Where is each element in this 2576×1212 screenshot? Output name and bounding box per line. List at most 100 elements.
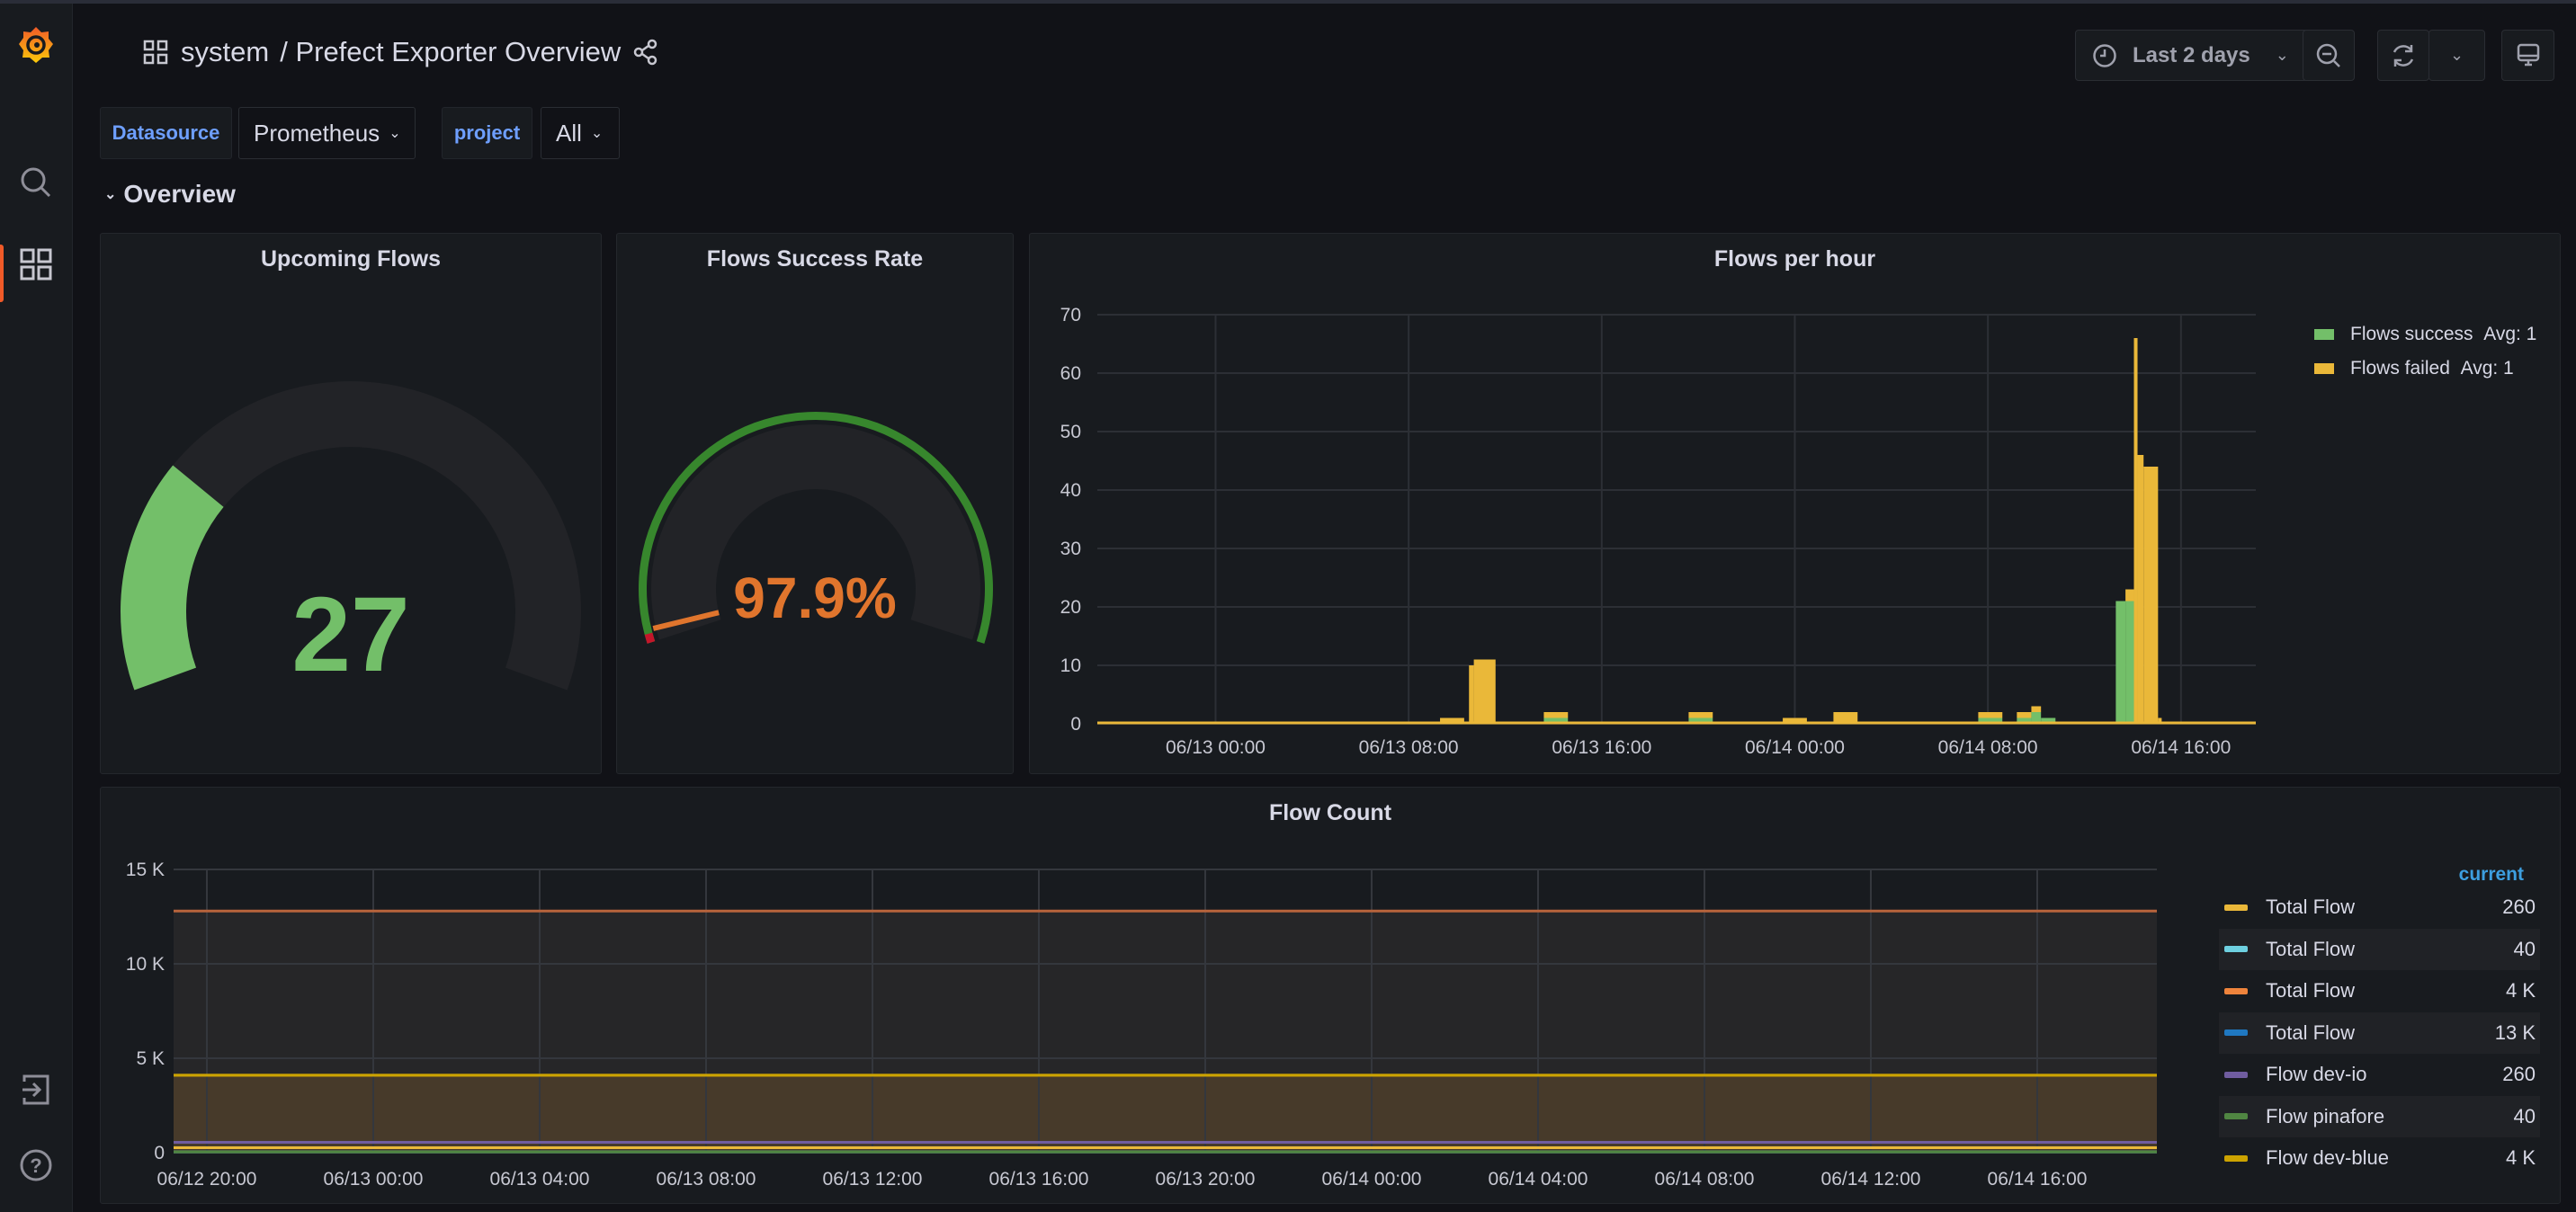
sidebar: ? bbox=[0, 4, 73, 1212]
zoom-out-button[interactable] bbox=[2303, 30, 2355, 81]
bar-failed bbox=[2031, 706, 2042, 712]
dashboard-grid-icon bbox=[143, 40, 168, 65]
panel-title: Upcoming Flows bbox=[261, 246, 441, 272]
legend-swatch bbox=[2314, 329, 2334, 340]
bar-failed bbox=[1469, 665, 1474, 724]
y-tick-label: 10 bbox=[1060, 655, 1081, 676]
legend-label: Flow dev-blue bbox=[2266, 1146, 2389, 1169]
gauge-value: 97.9% bbox=[733, 566, 897, 630]
x-tick-label: 06/14 08:00 bbox=[1655, 1169, 1755, 1190]
legend-current-value: 40 bbox=[2513, 937, 2536, 960]
legend-row[interactable]: Total Flow 13 K bbox=[2219, 1011, 2540, 1054]
refresh-button[interactable] bbox=[2377, 30, 2429, 81]
legend-item[interactable]: Flows failed Avg: 1 bbox=[2314, 352, 2536, 386]
flow-count-chart: 0 5 K 10 K 15 K 06/12 20:00 06/13 00:00 06/13 … bbox=[126, 860, 2157, 1190]
datasource-select[interactable]: Prometheus ⌄ bbox=[238, 107, 416, 159]
legend-current-value: 4 K bbox=[2505, 979, 2536, 1002]
page-title[interactable]: Prefect Exporter Overview bbox=[295, 36, 622, 67]
y-tick-label: 70 bbox=[1060, 305, 1081, 325]
y-tick-label: 0 bbox=[154, 1143, 165, 1163]
bar-failed bbox=[2133, 338, 2138, 724]
x-tick-label: 06/13 00:00 bbox=[324, 1169, 424, 1190]
legend-header-current[interactable]: current bbox=[2458, 864, 2524, 885]
help-icon[interactable]: ? bbox=[18, 1147, 54, 1183]
legend-swatch bbox=[2224, 904, 2248, 911]
bar-success bbox=[2017, 717, 2032, 724]
legend-row[interactable]: Total Flow 40 bbox=[2219, 928, 2540, 970]
bar-success bbox=[2031, 712, 2042, 724]
bar-failed bbox=[2125, 589, 2134, 602]
search-icon[interactable] bbox=[18, 165, 54, 201]
legend-current-value: 13 K bbox=[2494, 1020, 2536, 1044]
chevron-down-icon: ⌄ bbox=[2275, 46, 2289, 64]
panel-flows-per-hour: Flows per hour 0 10 20 30 40 50 60 70 06/13 00:0… bbox=[1029, 233, 2561, 774]
sign-in-icon[interactable] bbox=[18, 1072, 54, 1108]
project-select[interactable]: All ⌄ bbox=[541, 107, 620, 159]
grafana-logo-icon[interactable] bbox=[18, 27, 54, 63]
area-fill-total bbox=[174, 911, 2157, 1075]
x-tick-label: 06/13 16:00 bbox=[989, 1169, 1089, 1190]
y-tick-label: 0 bbox=[1070, 714, 1081, 735]
refresh-icon bbox=[2393, 44, 2414, 67]
chevron-down-icon: ⌄ bbox=[104, 187, 117, 202]
x-tick-label: 06/14 04:00 bbox=[1489, 1169, 1588, 1190]
bar-failed bbox=[1473, 659, 1496, 724]
x-tick-label: 06/13 08:00 bbox=[1359, 737, 1459, 758]
legend-row[interactable]: Total Flow 260 bbox=[2219, 887, 2540, 928]
datasource-value: Prometheus bbox=[254, 119, 380, 147]
y-tick-label: 60 bbox=[1060, 363, 1081, 384]
bar-failed bbox=[2017, 712, 2032, 718]
x-tick-label: 06/13 00:00 bbox=[1166, 737, 1266, 758]
chart-legend-table: current Total Flow 260 Total Flow 40 Total F… bbox=[2219, 864, 2540, 1197]
legend-avg: Avg: 1 bbox=[2460, 358, 2514, 379]
panel-flows-success-rate: Flows Success Rate 97.9% bbox=[616, 233, 1014, 774]
bar-failed bbox=[1688, 712, 1713, 718]
project-value: All bbox=[556, 119, 582, 147]
bar-success bbox=[1688, 717, 1713, 724]
y-tick-label: 20 bbox=[1060, 597, 1081, 618]
legend-avg: Avg: 1 bbox=[2483, 324, 2537, 344]
dashboards-icon[interactable] bbox=[18, 246, 54, 282]
bar-failed bbox=[1543, 712, 1569, 718]
legend-swatch bbox=[2224, 946, 2248, 952]
legend-label: Total Flow bbox=[2266, 979, 2356, 1002]
gauge-value: 27 bbox=[291, 575, 410, 694]
top-strip bbox=[0, 0, 2576, 4]
clock-icon bbox=[2093, 43, 2116, 67]
legend-swatch bbox=[2314, 363, 2334, 374]
datasource-label: Datasource bbox=[100, 107, 232, 159]
tv-mode-button[interactable] bbox=[2501, 30, 2554, 81]
legend-row[interactable]: Total Flow 4 K bbox=[2219, 970, 2540, 1011]
x-tick-label: 06/14 12:00 bbox=[1821, 1169, 1921, 1190]
svg-text:?: ? bbox=[30, 1154, 41, 1177]
bar-failed bbox=[2158, 717, 2162, 724]
gauge-value-marker bbox=[652, 610, 720, 631]
legend-row[interactable]: Flow pinafore 40 bbox=[2219, 1095, 2540, 1137]
bar-success bbox=[2115, 601, 2126, 724]
time-picker[interactable]: Last 2 days ⌄ bbox=[2075, 30, 2314, 81]
legend-swatch bbox=[2224, 1029, 2248, 1036]
row-title: Overview bbox=[123, 180, 236, 208]
row-overview-toggle[interactable]: ⌄ Overview bbox=[104, 180, 236, 209]
panel-flow-count: Flow Count 0 5 K 10 K 15 K 06/12 20:00 06/13 … bbox=[100, 787, 2561, 1204]
x-tick-label: 06/14 08:00 bbox=[1938, 737, 2038, 758]
y-tick-label: 40 bbox=[1060, 480, 1081, 501]
legend-label: Total Flow bbox=[2266, 1020, 2356, 1044]
x-tick-label: 06/14 16:00 bbox=[1988, 1169, 2088, 1190]
bar-success bbox=[2041, 717, 2056, 724]
y-tick-label: 15 K bbox=[126, 860, 165, 880]
folder-link[interactable]: system bbox=[181, 36, 270, 67]
y-tick-label: 5 K bbox=[136, 1048, 165, 1069]
legend-current-value: 4 K bbox=[2505, 1146, 2536, 1169]
time-range-label: Last 2 days bbox=[2133, 42, 2250, 67]
legend-row[interactable]: Flow dev-io 260 bbox=[2219, 1054, 2540, 1095]
gauge-threshold-red-arc bbox=[644, 632, 656, 644]
y-tick-label: 30 bbox=[1060, 539, 1081, 559]
x-tick-label: 06/14 00:00 bbox=[1745, 737, 1845, 758]
legend-row[interactable]: Flow dev-blue 4 K bbox=[2219, 1137, 2540, 1179]
legend-item[interactable]: Flows success Avg: 1 bbox=[2314, 317, 2536, 352]
share-icon[interactable] bbox=[633, 39, 658, 66]
refresh-interval-dropdown[interactable]: ⌄ bbox=[2428, 30, 2485, 81]
legend-swatch bbox=[2224, 1113, 2248, 1119]
y-tick-label: 10 K bbox=[126, 954, 165, 975]
